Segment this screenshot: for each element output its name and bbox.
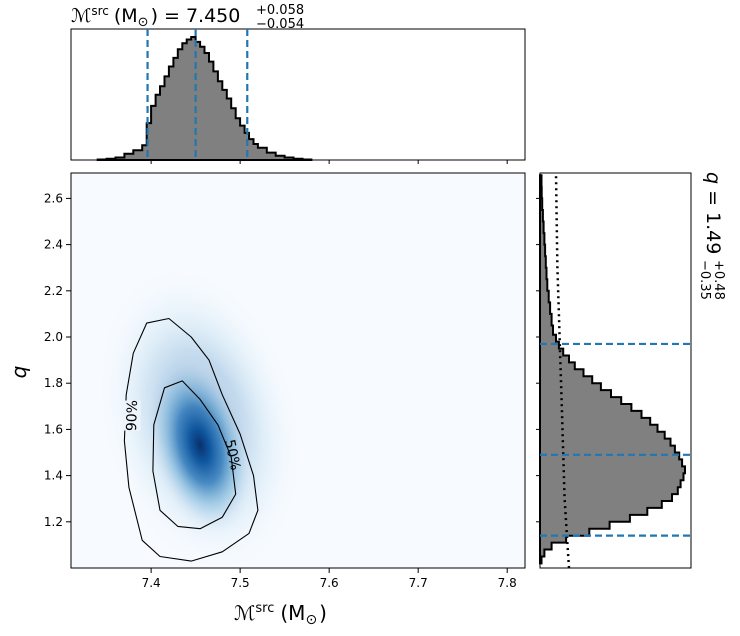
- title-sun: ⊙: [138, 15, 149, 30]
- top-x-ticks: [150, 160, 508, 164]
- right-quantile-lines: [540, 342, 691, 537]
- contour-50%: [152, 380, 237, 530]
- joint-frame: [70, 172, 526, 569]
- rtitle-symbol: q: [702, 172, 724, 184]
- xlabel-close: ): [319, 601, 327, 625]
- xlabel-unit: (M: [280, 601, 305, 625]
- svg-text:q= 1.49: q = 1.49: [702, 172, 724, 254]
- joint-panel: 90% 50% 7.4 7.5 7.6 7.7 7.8 1.2 1.4 1.6 1.8 2.0 2.…: [7, 172, 526, 628]
- right-y-ticks: [536, 197, 540, 523]
- top-panel-title: ℳsrc (M⊙) = 7.450: [71, 4, 240, 30]
- top-marginal-panel: ℳsrc (M⊙) = 7.450 +0.058 −0.054: [70, 3, 526, 164]
- right-histogram: [539, 174, 686, 565]
- top-panel-frame: [70, 28, 526, 161]
- rtitle-minus: −0.35: [697, 260, 712, 300]
- y-tick-label-4: 2.0: [44, 330, 63, 344]
- right-panel-title: q = 1.49 +0.48 −0.35: [697, 172, 726, 300]
- xlabel-sun: ⊙: [305, 612, 317, 628]
- title-plus: +0.058: [256, 3, 304, 18]
- title-close: ): [151, 5, 158, 27]
- title-minus: −0.054: [256, 17, 304, 32]
- x-tick-label-3: 7.7: [409, 576, 428, 590]
- xlabel-sup: src: [255, 601, 274, 616]
- xlabel-symbol: ℳ: [234, 601, 255, 625]
- title-unit: (M: [114, 5, 138, 27]
- right-marginal-panel: q = 1.49 +0.48 −0.35: [536, 172, 726, 569]
- x-tick-label-2: 7.6: [320, 576, 339, 590]
- title-sup: src: [91, 4, 109, 18]
- y-axis-title: q: [7, 366, 31, 379]
- rtitle-plus: +0.48: [711, 260, 726, 300]
- y-tick-label-7: 2.6: [44, 191, 63, 205]
- density-core: [144, 349, 256, 541]
- top-histogram: [96, 36, 313, 161]
- y-tick-label-3: 1.8: [44, 376, 63, 390]
- rtitle-eq: = 1.49: [702, 190, 724, 254]
- x-axis-title: ℳsrc (M⊙): [234, 601, 327, 628]
- joint-x-ticks: 7.4 7.5 7.6 7.7 7.8: [142, 568, 517, 590]
- joint-y-ticks: 1.2 1.4 1.6 1.8 2.0 2.2 2.4 2.6: [44, 191, 71, 529]
- contour-label-bg-0: [122, 400, 141, 431]
- title-symbol: ℳ: [71, 5, 91, 27]
- x-tick-label-0: 7.4: [142, 576, 161, 590]
- y-tick-label-0: 1.2: [44, 515, 63, 529]
- y-tick-label-1: 1.4: [44, 469, 63, 483]
- x-tick-label-4: 7.8: [498, 576, 517, 590]
- y-tick-label-6: 2.4: [44, 238, 63, 252]
- x-tick-label-1: 7.5: [231, 576, 250, 590]
- credible-contours: 90% 50%: [122, 317, 259, 562]
- contour-label-50%: 50%: [221, 438, 243, 472]
- y-tick-label-2: 1.6: [44, 422, 63, 436]
- contour-label-90%: 90%: [124, 400, 141, 432]
- title-eq: = 7.450: [164, 5, 240, 27]
- y-tick-label-5: 2.2: [44, 284, 63, 298]
